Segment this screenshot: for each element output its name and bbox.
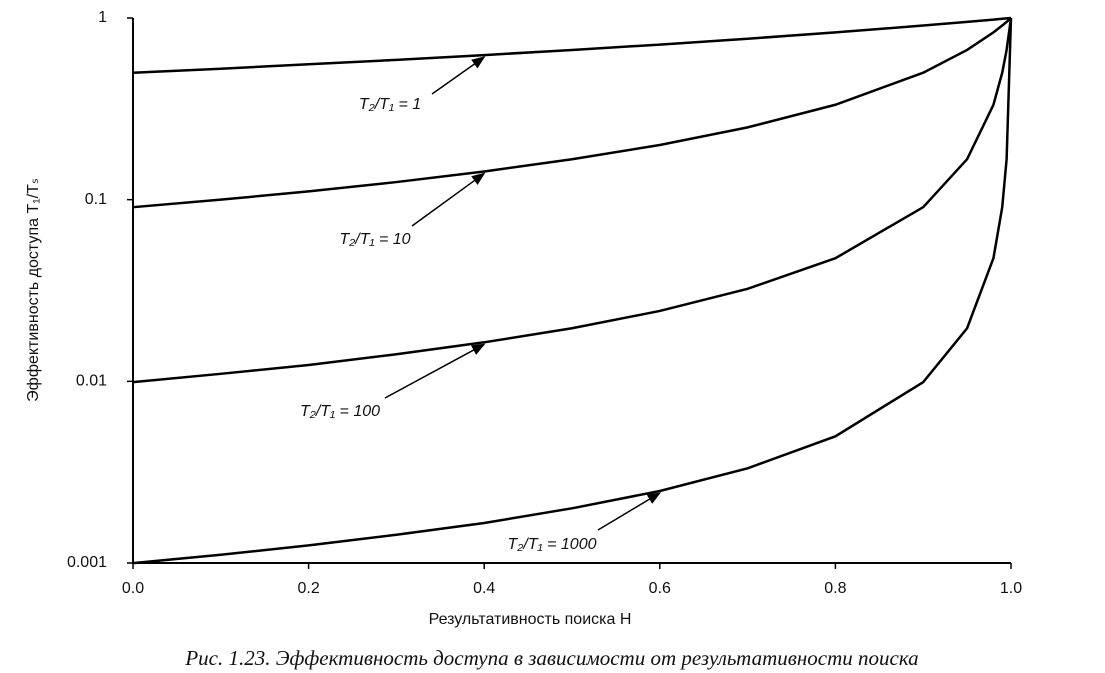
y-axis-label: Эффективность доступа T₁/Tₛ: [25, 178, 42, 402]
series-label: T₂/T₁ = 100: [300, 403, 380, 420]
x-tick-label: 0.8: [824, 580, 846, 597]
x-tick-label: 0.4: [473, 580, 495, 597]
x-tick-label: 0.6: [649, 580, 671, 597]
line-series: [132, 16, 1012, 74]
line-series: [132, 17, 1012, 209]
annotation-arrow: [411, 172, 486, 227]
annotation-arrow: [431, 56, 486, 95]
x-tick-label: 0.2: [297, 580, 319, 597]
y-tick-label: 0.01: [76, 373, 107, 390]
x-tick-label: 1.0: [1000, 580, 1022, 597]
y-tick-label: 0.1: [85, 191, 107, 208]
series-label: T₂/T₁ = 1: [359, 96, 421, 113]
x-axis-label: Результативность поиска H: [429, 611, 632, 628]
y-tick-label: 1: [98, 9, 107, 26]
caption: Рис. 1.23. Эффективность доступа в завис…: [184, 646, 918, 670]
line-series: [132, 17, 1013, 565]
x-tick-label: 0.0: [122, 580, 144, 597]
y-tick-label: 0.001: [67, 554, 107, 571]
series-label: T₂/T₁ = 10: [339, 231, 410, 248]
annotation-arrow: [384, 343, 486, 399]
series-label: T₂/T₁ = 1000: [508, 536, 597, 553]
annotation-arrow: [597, 492, 661, 531]
line-series: [132, 17, 1013, 384]
